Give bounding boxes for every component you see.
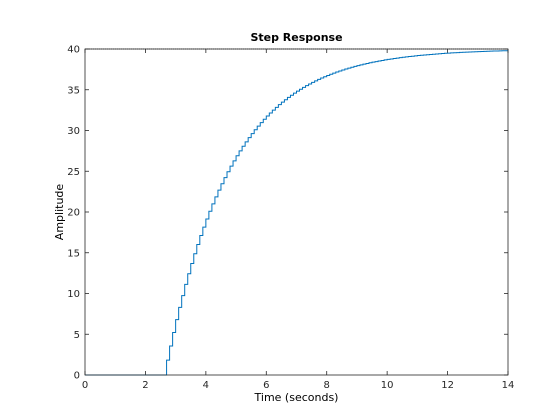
y-tick-label: 20 [67,208,80,219]
y-tick-label: 35 [67,85,80,96]
y-tick-label: 0 [74,371,80,382]
y-tick-label: 5 [74,330,80,341]
x-tick-label: 10 [381,380,394,391]
x-tick-label: 2 [142,380,148,391]
y-axis-label: Amplitude [53,184,66,241]
y-tick-label: 25 [67,167,80,178]
x-tick-label: 6 [263,380,269,391]
series-layer [85,50,509,376]
y-tick-label: 30 [67,126,80,137]
step-response-line [85,50,509,376]
x-tick-label: 12 [441,380,454,391]
x-axis-label: Time (seconds) [254,391,339,404]
y-tick-label: 15 [67,248,80,259]
y-tick-label: 10 [67,289,80,300]
plot-area [85,49,508,375]
x-tick-label: 8 [324,380,330,391]
x-tick-label: 0 [82,380,88,391]
x-tick-label: 14 [502,380,515,391]
x-tick-label: 4 [203,380,209,391]
chart-title: Step Response [250,31,342,44]
plot-frame [84,48,509,376]
y-tick-label: 40 [67,45,80,56]
